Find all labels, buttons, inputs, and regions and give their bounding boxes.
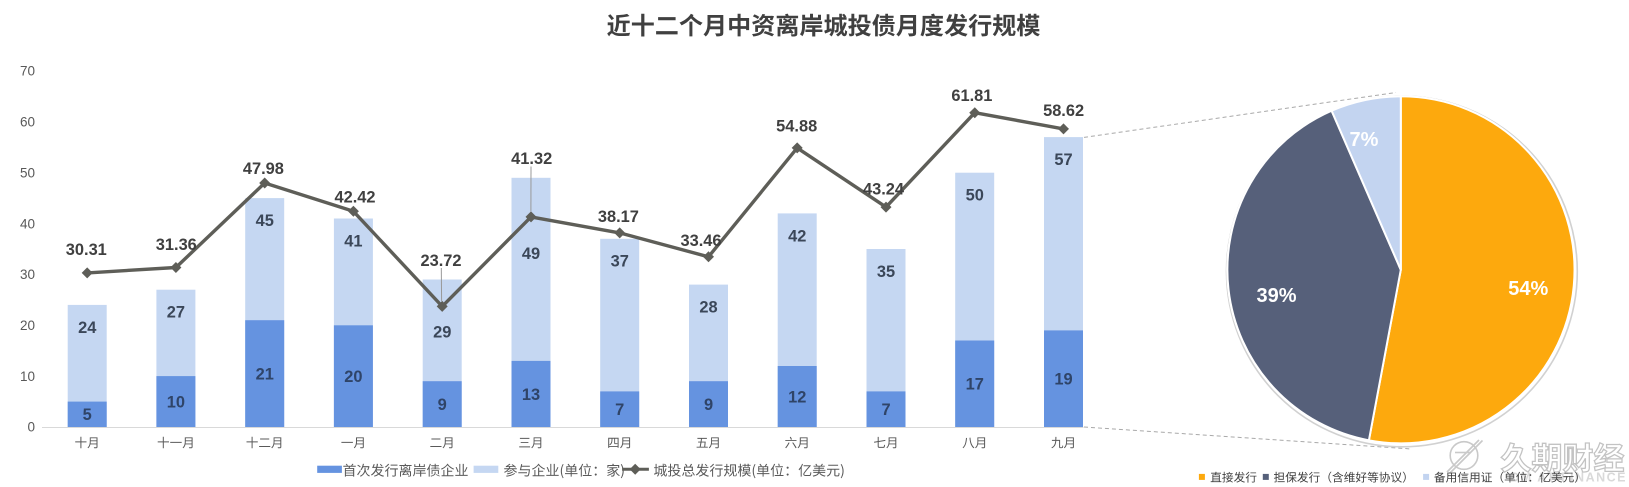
svg-text:57: 57 — [1054, 151, 1072, 169]
svg-text:9: 9 — [704, 396, 713, 414]
svg-text:35: 35 — [877, 263, 895, 281]
svg-text:24: 24 — [78, 319, 97, 337]
svg-text:37: 37 — [611, 253, 629, 271]
svg-text:19: 19 — [1054, 371, 1072, 389]
svg-text:54.88: 54.88 — [776, 117, 817, 135]
svg-text:41: 41 — [344, 232, 362, 250]
svg-text:10: 10 — [167, 394, 185, 412]
svg-text:10: 10 — [20, 369, 35, 384]
svg-text:31.36: 31.36 — [156, 236, 197, 254]
svg-text:30: 30 — [20, 267, 35, 282]
svg-text:38.17: 38.17 — [598, 208, 639, 226]
svg-text:7: 7 — [615, 401, 624, 419]
svg-text:70: 70 — [20, 64, 35, 79]
svg-text:20: 20 — [344, 368, 362, 386]
svg-text:49: 49 — [522, 245, 540, 263]
svg-text:12: 12 — [788, 388, 806, 406]
svg-text:27: 27 — [167, 304, 185, 322]
svg-text:23.72: 23.72 — [420, 252, 461, 270]
svg-text:13: 13 — [522, 386, 540, 404]
svg-text:58.62: 58.62 — [1043, 102, 1084, 120]
svg-text:9: 9 — [438, 396, 447, 414]
svg-text:47.98: 47.98 — [243, 160, 284, 178]
svg-text:45: 45 — [256, 212, 274, 230]
svg-text:5: 5 — [83, 406, 92, 424]
svg-text:21: 21 — [256, 366, 274, 384]
svg-text:DM AT FINANCE: DM AT FINANCE — [1510, 471, 1627, 485]
svg-text:50: 50 — [966, 187, 984, 205]
svg-text:42.42: 42.42 — [334, 188, 375, 206]
svg-text:20: 20 — [20, 318, 35, 333]
svg-text:60: 60 — [20, 115, 35, 130]
svg-text:0: 0 — [27, 420, 35, 435]
svg-text:40: 40 — [20, 216, 35, 231]
svg-text:33.46: 33.46 — [680, 232, 721, 250]
svg-text:50: 50 — [20, 165, 35, 180]
svg-text:39%: 39% — [1256, 285, 1296, 307]
svg-text:42: 42 — [788, 227, 806, 245]
svg-text:28: 28 — [699, 299, 717, 317]
svg-text:43.24: 43.24 — [863, 181, 905, 199]
svg-text:17: 17 — [966, 376, 984, 394]
svg-text:29: 29 — [433, 323, 451, 341]
svg-text:7: 7 — [881, 401, 890, 419]
svg-text:54%: 54% — [1508, 278, 1548, 300]
svg-text:30.31: 30.31 — [66, 241, 107, 259]
svg-text:41.32: 41.32 — [511, 150, 552, 168]
svg-text:61.81: 61.81 — [951, 87, 992, 105]
svg-text:7%: 7% — [1350, 129, 1379, 151]
